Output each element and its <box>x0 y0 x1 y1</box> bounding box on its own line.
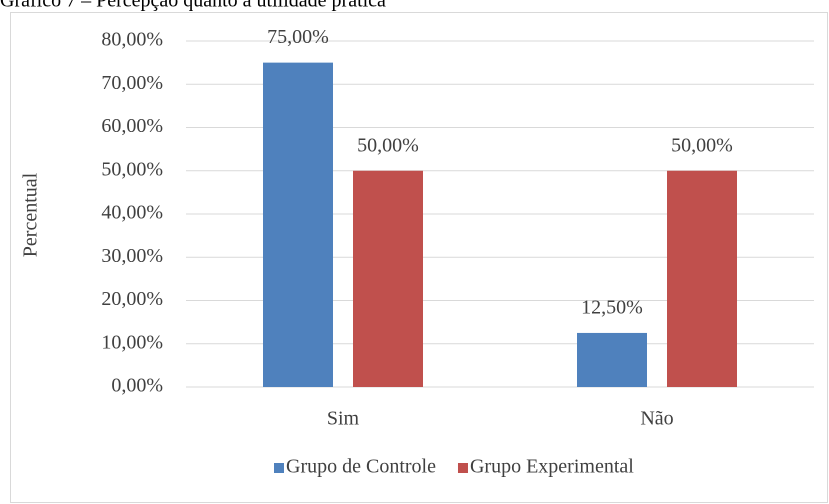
legend-label: Grupo de Controle <box>286 456 436 478</box>
data-label: 50,00% <box>671 134 733 156</box>
x-tick-label: Não <box>640 408 673 430</box>
y-tick-label: 0,00% <box>111 375 163 397</box>
y-axis-label: Percentual <box>20 172 42 257</box>
data-label: 75,00% <box>267 26 329 48</box>
bar <box>667 170 737 387</box>
y-tick-label: 50,00% <box>101 158 163 180</box>
bar <box>353 170 423 387</box>
y-tick-label: 60,00% <box>101 115 163 137</box>
bar <box>263 62 333 387</box>
y-tick-label: 80,00% <box>101 29 163 51</box>
legend-swatch <box>274 463 284 473</box>
y-tick-label: 40,00% <box>101 202 163 224</box>
y-tick-label: 20,00% <box>101 288 163 310</box>
legend-label: Grupo Experimental <box>470 456 634 478</box>
bar <box>577 332 647 387</box>
chart-title: Gráfico 7 – Percepção quanto à utilidade… <box>0 0 386 12</box>
data-label: 50,00% <box>357 134 419 156</box>
data-label: 12,50% <box>581 297 643 319</box>
y-tick-label: 70,00% <box>101 72 163 94</box>
y-tick-label: 10,00% <box>101 331 163 353</box>
legend-swatch <box>457 463 468 473</box>
y-tick-label: 30,00% <box>101 245 163 267</box>
x-tick-label: Sim <box>327 408 360 430</box>
